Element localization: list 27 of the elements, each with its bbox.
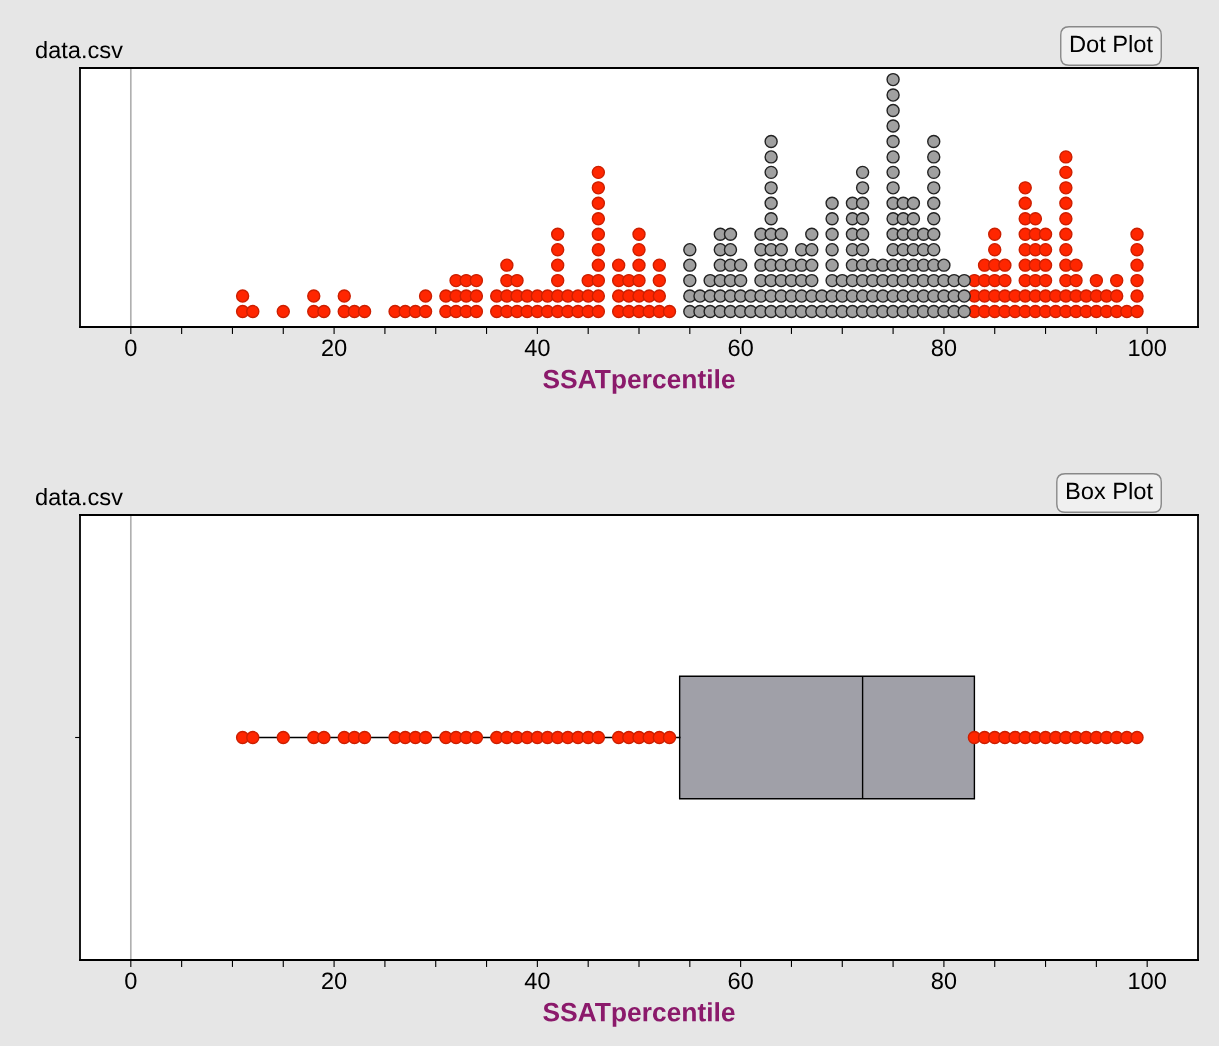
text: Box Plot <box>1067 481 1153 500</box>
chart-title: data.csv <box>35 487 123 506</box>
point <box>276 730 290 745</box>
x-tick-label: 80 <box>931 972 957 990</box>
x-tick-label: 100 <box>1129 972 1166 990</box>
point <box>469 730 484 745</box>
x-tick-label: 0 <box>125 339 137 357</box>
point <box>662 730 677 745</box>
x-axis-title: SSATpercentile <box>543 1002 735 1027</box>
x-tick-label: 40 <box>524 972 550 990</box>
x-axis-title: SSATpercentile <box>543 369 735 394</box>
point <box>591 730 606 745</box>
x-tick-label: 60 <box>728 972 753 990</box>
point <box>317 730 331 745</box>
point <box>246 730 260 745</box>
x-tick-label: 100 <box>1129 339 1166 357</box>
x-tick-label: 20 <box>322 972 347 990</box>
point <box>357 730 372 745</box>
chart-title: data.csv <box>35 40 123 59</box>
text: Dot Plot <box>1070 35 1153 53</box>
point <box>418 730 433 745</box>
x-tick-label: 80 <box>931 339 957 357</box>
x-tick-label: 20 <box>322 339 347 357</box>
point <box>1130 730 1144 745</box>
x-tick-label: 0 <box>125 972 137 990</box>
x-tick-label: 40 <box>524 339 550 357</box>
x-tick-label: 60 <box>728 339 753 357</box>
